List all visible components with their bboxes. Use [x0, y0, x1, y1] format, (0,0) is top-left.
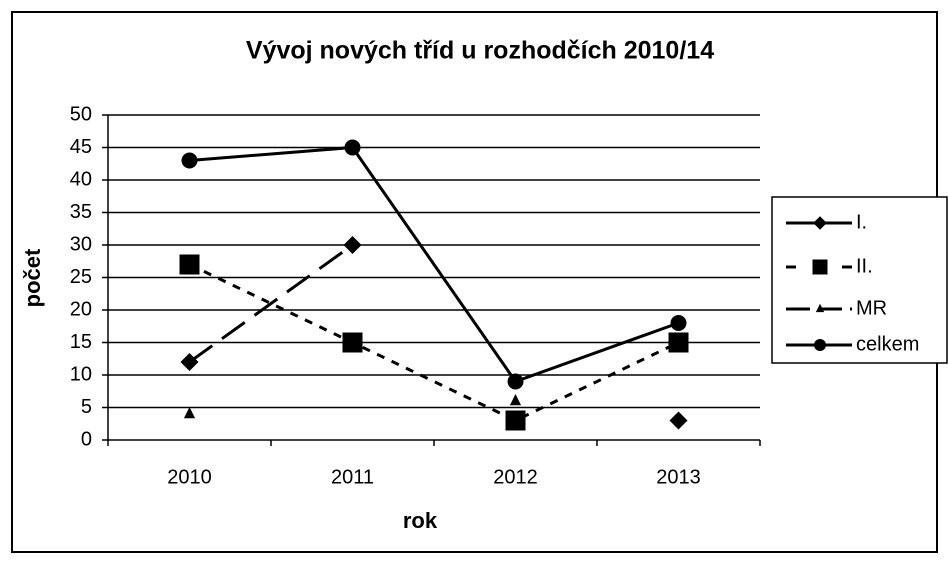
marker-diamond [343, 236, 362, 254]
legend-label: II. [856, 255, 873, 277]
x-axis-label: rok [403, 508, 438, 533]
y-tick-label: 25 [70, 266, 92, 288]
marker-circle [344, 139, 361, 156]
marker-circle [507, 373, 524, 390]
y-tick-label: 10 [70, 363, 92, 385]
marker-square [342, 332, 363, 353]
y-tick-label: 35 [70, 201, 92, 223]
legend-label: I. [856, 211, 867, 233]
marker-circle [814, 339, 826, 351]
marker-square [505, 410, 526, 431]
marker-diamond [669, 411, 688, 430]
marker-diamond [180, 353, 199, 371]
y-tick-label: 50 [70, 103, 92, 125]
x-tick-label: 2013 [656, 466, 701, 488]
series-line [189, 145, 680, 384]
y-tick-label: 20 [70, 298, 92, 320]
chart-title: Vývoj nových tříd u rozhodčích 2010/14 [246, 37, 714, 65]
legend-label: celkem [856, 333, 919, 355]
marker-triangle [509, 394, 522, 406]
y-tick-label: 40 [70, 168, 92, 190]
marker-triangle [183, 407, 196, 419]
marker-square [668, 332, 689, 353]
marker-triangle [815, 303, 825, 313]
marker-circle [670, 315, 687, 331]
y-tick-label: 15 [70, 331, 92, 353]
marker-square [179, 254, 200, 275]
x-tick-label: 2010 [167, 466, 212, 488]
y-tick-label: 45 [70, 136, 92, 158]
y-tick-label: 30 [70, 233, 92, 255]
x-tick-label: 2012 [493, 466, 538, 488]
series-line [188, 263, 680, 423]
y-axis-label: počet [20, 248, 45, 307]
marker-square [812, 259, 828, 275]
x-tick-label: 2011 [331, 466, 374, 488]
legend-label: MR [856, 297, 887, 319]
legend-box [771, 196, 948, 364]
marker-circle [181, 152, 198, 169]
y-tick-label: 5 [81, 396, 92, 418]
marker-diamond [813, 216, 827, 230]
y-tick-label: 0 [81, 428, 92, 450]
